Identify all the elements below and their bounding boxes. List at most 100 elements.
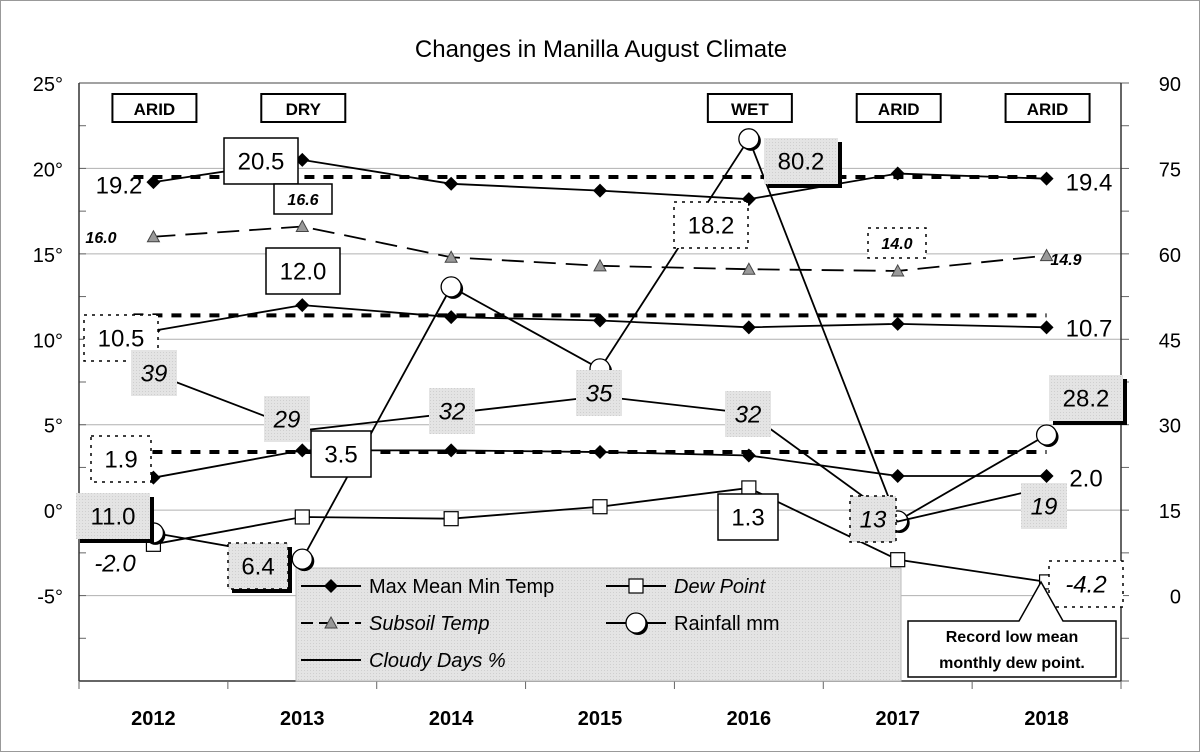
data-label: 35 [586,381,613,408]
label-box [673,201,749,249]
diamond-marker [295,298,310,313]
diamond-marker [444,443,459,458]
label-box [764,138,838,184]
triangle-marker [1039,248,1054,262]
legend-label: Max Mean Min Temp [369,576,554,598]
climate-tag-label: WET [731,100,769,119]
data-label: 12.0 [280,259,327,286]
label-box [273,183,333,215]
square-marker [294,509,310,525]
climate-tag-label: ARID [1027,100,1069,119]
data-label: 1.9 [104,447,137,474]
diamond-marker [890,316,905,331]
annotation-line-1: Record low mean [946,629,1078,646]
data-label: -4.2 [1065,572,1106,599]
label-box [223,137,299,185]
right-tick-label: 60 [1159,245,1181,267]
diamond-marker [324,579,338,593]
diamond-marker [890,468,905,483]
axes: 25° 20° 15° 10° 5° 0° -5° 90 75 60 45 30 15 0 2012 2013… [33,74,1181,730]
label-box [849,495,897,543]
triangle-marker [890,263,905,277]
right-tick-label: 45 [1159,330,1181,352]
data-label: 18.2 [688,213,735,240]
left-tick-label: -5° [37,587,63,609]
data-label: 19.2 [96,173,143,200]
diamond-marker [593,313,607,328]
circle-marker [625,612,647,634]
data-label: 14.0 [881,236,912,253]
x-tick-label: 2012 [131,708,176,730]
label-box [131,350,177,396]
square-marker [592,499,608,515]
data-label: 29 [273,407,301,434]
diamond-marker [593,183,607,198]
x-tick-label: 2016 [727,708,772,730]
left-tick-label: 0° [44,501,63,523]
legend: Max Mean Min Temp Dew Point Subsoil Temp Ra… [295,567,902,682]
data-label: 19.4 [1066,170,1113,197]
x-tick-label: 2017 [875,708,920,730]
climate-tag-box [1004,93,1091,123]
diamond-marker [741,320,756,335]
diamond-marker [444,176,459,191]
chart-title: Changes in Manilla August Climate [415,36,787,63]
triangle-marker [444,250,458,263]
left-tick-label: 10° [33,330,63,352]
diamond-marker [741,448,756,463]
diamond-marker [1039,320,1054,335]
triangle-marker [742,262,756,275]
left-tick-label: 15° [33,245,63,267]
label-box [867,227,927,259]
climate-tag-label: ARID [134,100,176,119]
annotation-line-2: monthly dew point. [939,655,1085,672]
label-box [310,430,372,478]
triangle-marker [295,219,310,233]
data-label: 28.2 [1063,386,1110,413]
label-box [725,391,771,437]
diamond-marker [444,310,459,325]
data-label: 32 [439,399,466,426]
diamond-marker [295,152,310,167]
diamond-marker [593,445,607,460]
data-label: 1.3 [731,505,764,532]
left-tick-label: 20° [33,159,63,181]
climate-tag-box [855,93,942,123]
label-box [227,542,289,590]
diamond-marker [295,443,310,458]
label-box [576,370,622,416]
data-label: 13 [860,507,887,534]
label-box [429,388,475,434]
label-box [717,493,779,541]
data-label: 11.0 [91,504,136,531]
legend-label: Dew Point [674,576,767,598]
circle-marker [1035,424,1058,446]
climate-tag-label: ARID [878,100,920,119]
right-tick-label: 30 [1159,416,1181,438]
label-box [264,396,310,442]
climate-tag-label: DRY [286,100,322,119]
climate-tag-box [111,93,198,123]
legend-label: Subsoil Temp [369,613,489,635]
data-label: -2.0 [94,551,136,578]
data-label: 14.9 [1050,252,1081,269]
data-labels: 19.2 20.516.6 16.0 12.0 10.5 39 29 32 35 32 13 19 1.… [76,137,1127,608]
climate-tags: ARID DRY WET ARID ARID [111,93,1091,123]
diamond-marker [146,175,161,190]
circle-marker [440,276,462,298]
data-label: 10.7 [1066,316,1113,343]
triangle-marker [146,229,161,243]
climate-tag-box [260,93,347,123]
label-box [76,493,150,539]
label-box [1021,483,1067,529]
data-label: 80.2 [778,149,825,176]
series-layer [133,128,1059,590]
right-tick-label: 75 [1159,159,1181,181]
label-box [265,247,341,295]
data-label: 32 [735,402,762,429]
diamond-marker [1039,468,1054,483]
right-tick-label: 0 [1170,587,1181,609]
triangle-marker [593,258,607,272]
